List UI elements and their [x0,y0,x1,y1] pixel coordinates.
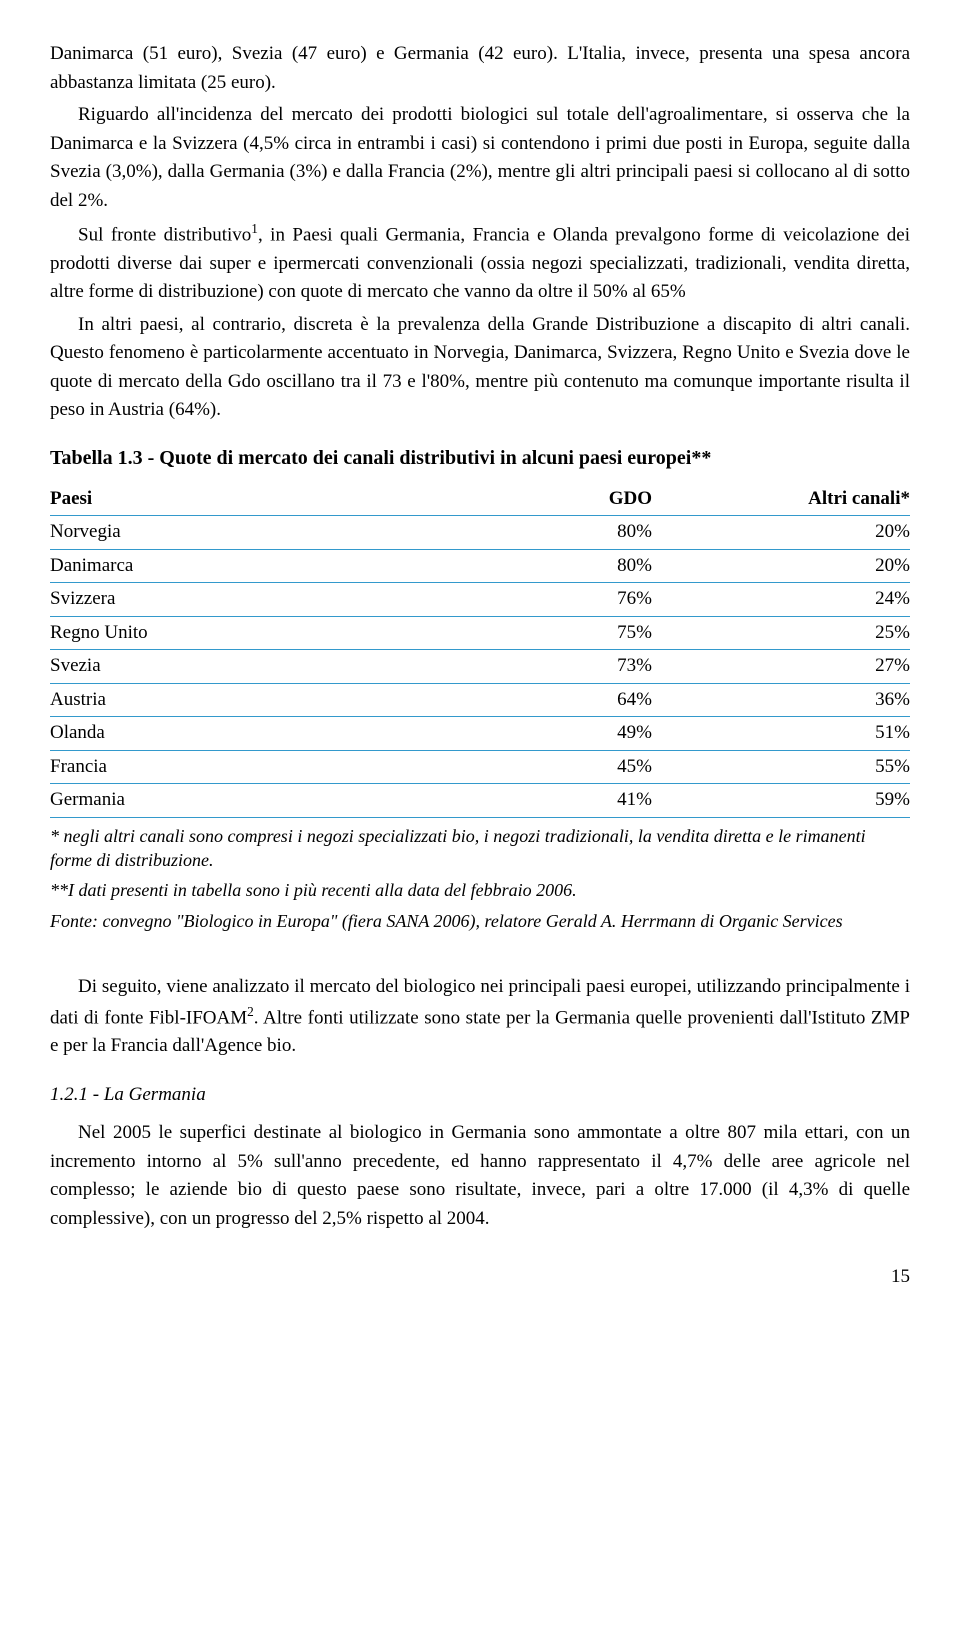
table-cell-altri: 25% [652,616,910,650]
table-cell-gdo: 80% [437,549,652,583]
table-cell-altri: 55% [652,750,910,784]
table-cell-paese: Francia [50,750,437,784]
table-row: Svezia73%27% [50,650,910,684]
table-cell-paese: Norvegia [50,516,437,550]
table-title: Tabella 1.3 - Quote di mercato dei canal… [50,443,910,473]
table-cell-gdo: 45% [437,750,652,784]
table-cell-altri: 20% [652,516,910,550]
body-paragraph: In altri paesi, al contrario, discreta è… [50,311,910,425]
table-cell-paese: Olanda [50,717,437,751]
table-source: Fonte: convegno "Biologico in Europa" (f… [50,909,910,933]
table-cell-paese: Regno Unito [50,616,437,650]
distribution-table: Paesi GDO Altri canali* Norvegia80%20%Da… [50,483,910,818]
body-paragraph: Nel 2005 le superfici destinate al biolo… [50,1119,910,1233]
table-footnote: * negli altri canali sono compresi i neg… [50,824,910,873]
table-cell-paese: Svezia [50,650,437,684]
table-header-gdo: GDO [437,483,652,516]
body-paragraph: Danimarca (51 euro), Svezia (47 euro) e … [50,40,910,97]
table-cell-paese: Svizzera [50,583,437,617]
table-row: Svizzera76%24% [50,583,910,617]
table-cell-gdo: 76% [437,583,652,617]
table-cell-gdo: 73% [437,650,652,684]
table-row: Danimarca80%20% [50,549,910,583]
table-row: Austria64%36% [50,683,910,717]
table-cell-gdo: 75% [437,616,652,650]
table-cell-altri: 27% [652,650,910,684]
table-cell-paese: Austria [50,683,437,717]
table-header-row: Paesi GDO Altri canali* [50,483,910,516]
text-span: Sul fronte distributivo [78,224,251,245]
table-cell-altri: 36% [652,683,910,717]
footnote-ref: 1 [251,221,258,236]
footnote-ref: 2 [247,1004,254,1019]
table-cell-gdo: 41% [437,784,652,818]
table-row: Norvegia80%20% [50,516,910,550]
table-cell-paese: Germania [50,784,437,818]
table-row: Germania41%59% [50,784,910,818]
table-cell-gdo: 80% [437,516,652,550]
table-cell-gdo: 64% [437,683,652,717]
subsection-title: 1.2.1 - La Germania [50,1081,910,1110]
page-number: 15 [50,1263,910,1292]
table-cell-gdo: 49% [437,717,652,751]
table-header-altri: Altri canali* [652,483,910,516]
table-row: Olanda49%51% [50,717,910,751]
table-row: Francia45%55% [50,750,910,784]
table-footnote: **I dati presenti in tabella sono i più … [50,878,910,902]
body-paragraph: Sul fronte distributivo1, in Paesi quali… [50,219,910,307]
body-paragraph: Di seguito, viene analizzato il mercato … [50,973,910,1061]
body-paragraph: Riguardo all'incidenza del mercato dei p… [50,101,910,215]
table-cell-altri: 20% [652,549,910,583]
table-header-paesi: Paesi [50,483,437,516]
table-cell-altri: 59% [652,784,910,818]
table-row: Regno Unito75%25% [50,616,910,650]
table-cell-paese: Danimarca [50,549,437,583]
table-cell-altri: 24% [652,583,910,617]
table-cell-altri: 51% [652,717,910,751]
